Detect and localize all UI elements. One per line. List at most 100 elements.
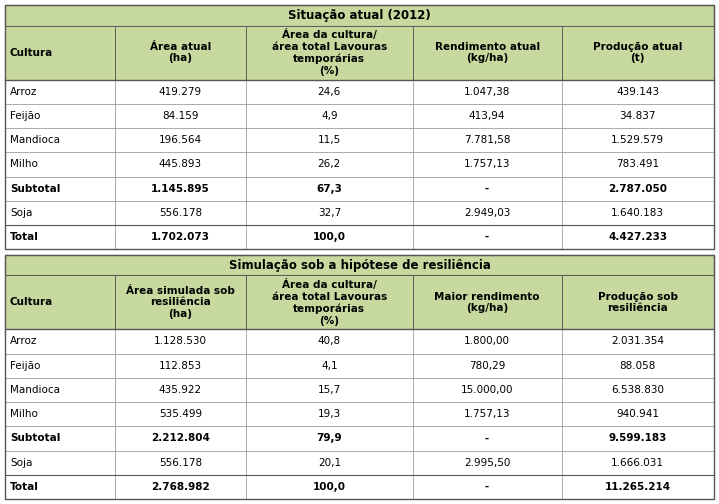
- Bar: [115, 275, 246, 329]
- Bar: [562, 176, 714, 201]
- Bar: [413, 378, 562, 402]
- Bar: [246, 104, 413, 128]
- Bar: [115, 402, 246, 426]
- Bar: [562, 225, 714, 249]
- Text: 413,94: 413,94: [469, 111, 505, 121]
- Bar: [246, 152, 413, 176]
- Bar: [413, 152, 562, 176]
- Bar: [413, 80, 562, 104]
- Text: 1.666.031: 1.666.031: [611, 458, 664, 468]
- Bar: [246, 451, 413, 475]
- Bar: [413, 128, 562, 152]
- Text: Subtotal: Subtotal: [10, 183, 60, 194]
- Text: 19,3: 19,3: [318, 409, 341, 419]
- Bar: [5, 255, 714, 499]
- Bar: [246, 225, 413, 249]
- Bar: [115, 426, 246, 451]
- Text: Área simulada sob
resiliência
(ha): Área simulada sob resiliência (ha): [126, 286, 235, 319]
- Text: 1.047,38: 1.047,38: [464, 87, 510, 97]
- Bar: [246, 26, 413, 80]
- Text: 1.757,13: 1.757,13: [464, 409, 510, 419]
- Text: Área atual
(ha): Área atual (ha): [150, 42, 211, 64]
- Text: Arroz: Arroz: [10, 337, 37, 346]
- Bar: [413, 475, 562, 499]
- Text: 2.787.050: 2.787.050: [608, 183, 667, 194]
- Text: 940.941: 940.941: [616, 409, 659, 419]
- Text: 79,9: 79,9: [316, 433, 342, 444]
- Bar: [115, 451, 246, 475]
- Text: Produção atual
(t): Produção atual (t): [593, 42, 682, 64]
- Text: Milho: Milho: [10, 409, 38, 419]
- Bar: [562, 475, 714, 499]
- Text: 4,9: 4,9: [321, 111, 338, 121]
- Text: 2.995,50: 2.995,50: [464, 458, 510, 468]
- Bar: [562, 152, 714, 176]
- Bar: [413, 275, 562, 329]
- Bar: [562, 26, 714, 80]
- Bar: [115, 128, 246, 152]
- Text: 2.031.354: 2.031.354: [611, 337, 664, 346]
- Bar: [413, 451, 562, 475]
- Bar: [246, 128, 413, 152]
- Bar: [115, 26, 246, 80]
- Text: 20,1: 20,1: [318, 458, 341, 468]
- Bar: [562, 329, 714, 354]
- Bar: [5, 378, 115, 402]
- Bar: [562, 451, 714, 475]
- Bar: [5, 354, 115, 378]
- Text: 84.159: 84.159: [162, 111, 198, 121]
- Text: 67,3: 67,3: [316, 183, 342, 194]
- Text: 1.702.073: 1.702.073: [151, 232, 210, 242]
- Text: 2.768.982: 2.768.982: [151, 482, 210, 492]
- Bar: [246, 176, 413, 201]
- Text: 32,7: 32,7: [318, 208, 341, 218]
- Text: 11.265.214: 11.265.214: [605, 482, 671, 492]
- Bar: [115, 104, 246, 128]
- Bar: [5, 5, 714, 26]
- Bar: [246, 275, 413, 329]
- Bar: [5, 329, 115, 354]
- Bar: [5, 475, 115, 499]
- Text: 24,6: 24,6: [318, 87, 341, 97]
- Text: Cultura: Cultura: [10, 297, 53, 307]
- Text: -: -: [485, 232, 489, 242]
- Bar: [413, 104, 562, 128]
- Text: 15,7: 15,7: [318, 385, 341, 395]
- Text: 1.800,00: 1.800,00: [464, 337, 510, 346]
- Bar: [246, 80, 413, 104]
- Text: Total: Total: [10, 232, 39, 242]
- Text: 780,29: 780,29: [469, 361, 505, 371]
- Text: 88.058: 88.058: [620, 361, 656, 371]
- Text: 112.853: 112.853: [159, 361, 202, 371]
- Bar: [115, 176, 246, 201]
- Text: 419.279: 419.279: [159, 87, 202, 97]
- Bar: [115, 329, 246, 354]
- Text: Total: Total: [10, 482, 39, 492]
- Bar: [5, 451, 115, 475]
- Bar: [246, 402, 413, 426]
- Bar: [562, 402, 714, 426]
- Text: -: -: [485, 433, 489, 444]
- Text: Soja: Soja: [10, 458, 32, 468]
- Text: 439.143: 439.143: [616, 87, 659, 97]
- Bar: [5, 152, 115, 176]
- Bar: [5, 128, 115, 152]
- Text: 100,0: 100,0: [313, 232, 346, 242]
- Bar: [5, 426, 115, 451]
- Text: Feijão: Feijão: [10, 361, 40, 371]
- Text: Área da cultura/
área total Lavouras
temporárias
(%): Área da cultura/ área total Lavouras tem…: [272, 29, 387, 76]
- Bar: [5, 402, 115, 426]
- Text: 1.640.183: 1.640.183: [611, 208, 664, 218]
- Text: 1.529.579: 1.529.579: [611, 135, 664, 145]
- Text: Rendimento atual
(kg/ha): Rendimento atual (kg/ha): [434, 42, 540, 64]
- Text: 11,5: 11,5: [318, 135, 341, 145]
- Bar: [562, 128, 714, 152]
- Text: 196.564: 196.564: [159, 135, 202, 145]
- Text: 4,1: 4,1: [321, 361, 338, 371]
- Text: 9.599.183: 9.599.183: [608, 433, 667, 444]
- Bar: [562, 201, 714, 225]
- Text: Cultura: Cultura: [10, 47, 53, 57]
- Text: Arroz: Arroz: [10, 87, 37, 97]
- Bar: [115, 475, 246, 499]
- Bar: [115, 378, 246, 402]
